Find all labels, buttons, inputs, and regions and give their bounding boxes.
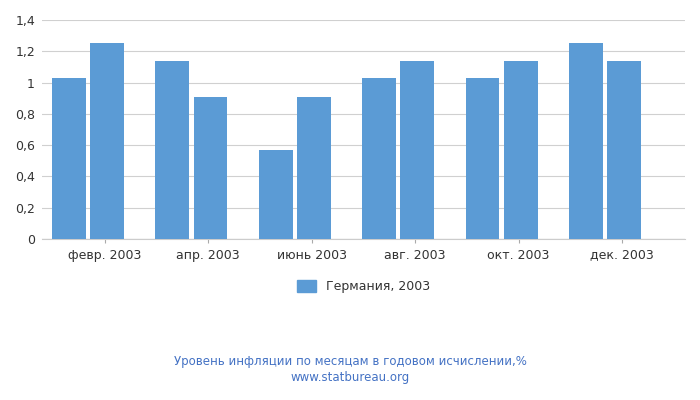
Bar [362, 78, 396, 239]
Bar [194, 96, 228, 239]
Bar [400, 61, 435, 239]
Bar [608, 61, 641, 239]
Text: www.statbureau.org: www.statbureau.org [290, 372, 410, 384]
Text: Уровень инфляции по месяцам в годовом исчислении,%: Уровень инфляции по месяцам в годовом ис… [174, 356, 526, 368]
Bar [504, 61, 538, 239]
Bar [466, 78, 500, 239]
Bar [90, 44, 124, 239]
Bar [155, 61, 189, 239]
Legend: Германия, 2003: Германия, 2003 [292, 275, 435, 298]
Bar [259, 150, 293, 239]
Bar [569, 44, 603, 239]
Bar [297, 96, 331, 239]
Bar [52, 78, 85, 239]
